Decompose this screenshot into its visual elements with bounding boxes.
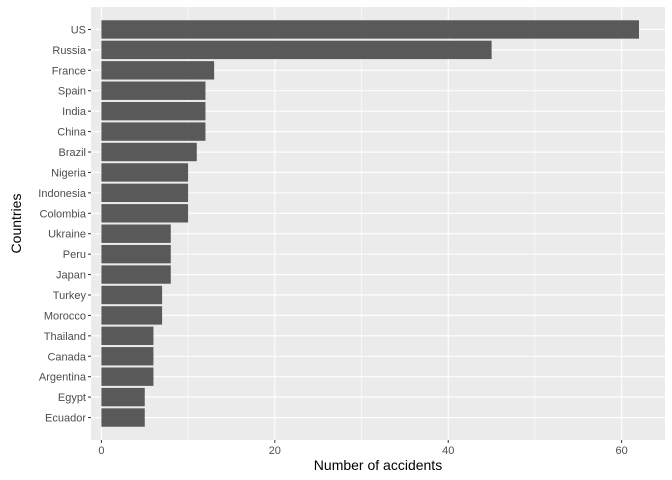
bar-turkey: [101, 285, 163, 305]
bar-colombia: [101, 204, 189, 223]
bar-peru: [101, 244, 171, 264]
y-tick-label: Argentina: [39, 372, 87, 384]
y-tick-label: US: [71, 24, 86, 36]
y-tick-label: Ecuador: [45, 413, 86, 425]
y-tick-label: Peru: [63, 249, 86, 261]
y-tick-label: Nigeria: [51, 167, 87, 179]
x-tick-label: 0: [98, 445, 104, 457]
y-tick-label: Ukraine: [48, 229, 86, 241]
bar-nigeria: [101, 163, 189, 182]
y-axis: US Russia France Spain India China Brazil Niger…: [38, 24, 91, 425]
y-tick-label: Thailand: [44, 331, 86, 343]
bar-brazil: [101, 142, 197, 162]
y-tick-label: Brazil: [58, 147, 86, 159]
y-tick-label: Egypt: [58, 392, 86, 404]
bar-russia: [101, 40, 492, 60]
bar-argentina: [101, 367, 154, 386]
y-tick-label: Colombia: [40, 208, 87, 220]
y-tick-label: France: [52, 65, 86, 77]
bar-spain: [101, 81, 206, 100]
bar-japan: [101, 265, 171, 284]
bar-ecuador: [101, 408, 145, 427]
bar-indonesia: [101, 183, 189, 203]
bar-morocco: [101, 306, 163, 325]
x-tick-label: 40: [442, 445, 454, 457]
bar-ukraine: [101, 224, 171, 243]
x-tick-label: 20: [269, 445, 281, 457]
y-tick-label: Morocco: [44, 310, 86, 322]
y-tick-label: China: [57, 127, 87, 139]
y-tick-label: Canada: [47, 351, 86, 363]
y-tick-label: Spain: [58, 86, 86, 98]
x-axis: 0 20 40 60: [98, 440, 628, 457]
y-tick-label: Indonesia: [38, 188, 87, 200]
bar-thailand: [101, 326, 154, 346]
y-tick-label: Japan: [56, 270, 86, 282]
y-tick-label: Russia: [52, 45, 87, 57]
x-axis-title: Number of accidents: [314, 457, 442, 473]
y-axis-title: Countries: [8, 194, 24, 254]
y-tick-label: Turkey: [53, 290, 87, 302]
bar-us: [101, 20, 639, 39]
bar-canada: [101, 347, 154, 366]
x-tick-label: 60: [616, 445, 628, 457]
bar-france: [101, 61, 215, 80]
y-tick-label: India: [62, 106, 87, 118]
bars: [101, 20, 639, 427]
bar-india: [101, 101, 206, 121]
bar-egypt: [101, 387, 145, 407]
bar-china: [101, 122, 206, 141]
